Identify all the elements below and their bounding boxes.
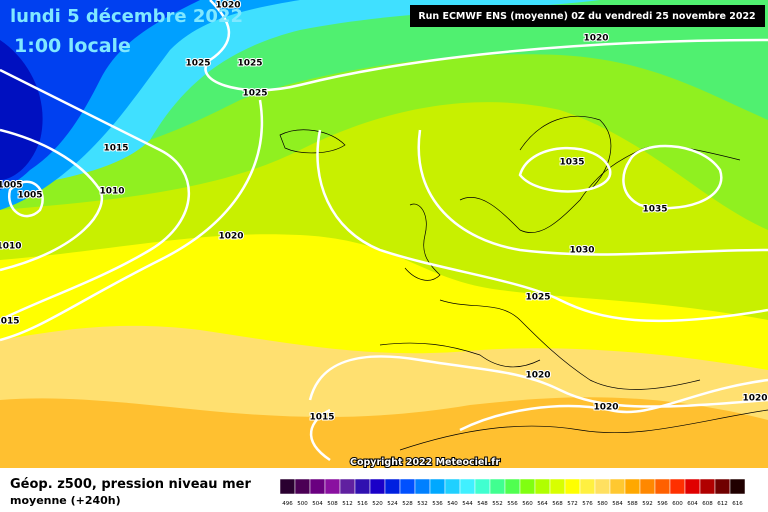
colorbar-swatch: [309, 478, 326, 495]
footer-subtitle: moyenne (+240h): [10, 494, 121, 507]
colorbar: 496 500 504 508 512 516 520 524 528 532 536 540 544 5…: [279, 478, 746, 507]
colorbar-label: 532: [417, 501, 428, 507]
colorbar-label: 604: [687, 501, 698, 507]
run-label: Run ECMWF ENS (moyenne) 0Z du vendredi 2…: [418, 11, 755, 22]
colorbar-swatch: [399, 478, 416, 495]
colorbar-label: 516: [357, 501, 368, 507]
colorbar-label: 572: [567, 501, 578, 507]
colorbar-swatch: [414, 478, 431, 495]
colorbar-label: 568: [552, 501, 563, 507]
isobar-label: 1005: [0, 181, 23, 191]
colorbar-swatch: [669, 478, 686, 495]
colorbar-swatch: [699, 478, 716, 495]
isobar-labels: 1020 1025 1025 1025 1015 1010 1005 1005 …: [0, 0, 768, 424]
colorbar-swatch: [294, 478, 311, 495]
isobar-label: 1005: [17, 191, 42, 201]
isobar-label: 1025: [237, 59, 262, 69]
isobar-label: 1020: [742, 394, 767, 404]
isobar-label: 1010: [99, 187, 124, 197]
footer-title: Géop. z500, pression niveau mer: [10, 477, 251, 492]
colorbar-swatch: [474, 478, 491, 495]
colorbar-label: 580: [597, 501, 608, 507]
colorbar-label: 508: [327, 501, 338, 507]
isobar-label: 1015: [309, 413, 334, 423]
isobar-label: 1020: [218, 232, 243, 242]
colorbar-swatch: [339, 478, 356, 495]
colorbar-label: 540: [447, 501, 458, 507]
isobar-label: 1020: [593, 403, 618, 413]
isobar-label: 1020: [525, 371, 550, 381]
colorbar-label: 548: [477, 501, 488, 507]
colorbar-label: 524: [387, 501, 398, 507]
colorbar-label: 600: [672, 501, 683, 507]
background-fields: [0, 0, 768, 468]
map-time: 1:00 locale: [14, 35, 131, 57]
colorbar-swatch: [639, 478, 656, 495]
colorbar-label: 504: [312, 501, 323, 507]
colorbar-label: 528: [402, 501, 413, 507]
colorbar-swatch: [429, 478, 446, 495]
isobar-label: 1025: [242, 89, 267, 99]
colorbar-label: 584: [612, 501, 623, 507]
colorbar-swatch: [489, 478, 506, 495]
colorbar-swatch: [354, 478, 371, 495]
colorbar-label: 608: [702, 501, 713, 507]
colorbar-swatch: [594, 478, 611, 495]
isobar-label: 1015: [0, 317, 20, 327]
colorbar-label: 564: [537, 501, 548, 507]
isobar-label: 1035: [559, 158, 584, 168]
colorbar-label: 576: [582, 501, 593, 507]
colorbar-swatch: [579, 478, 596, 495]
colorbar-swatch: [324, 478, 341, 495]
colorbar-swatch: [384, 478, 401, 495]
colorbar-label: 596: [657, 501, 668, 507]
isobar-label: 1020: [215, 1, 240, 11]
colorbar-label: 520: [372, 501, 383, 507]
isobar-label: 1025: [525, 293, 550, 303]
colorbar-label: 560: [522, 501, 533, 507]
isobar-lines: [0, 0, 768, 462]
colorbar-label: 496: [282, 501, 293, 507]
isobar-label: 1035: [642, 205, 667, 215]
colorbar-swatch: [729, 478, 746, 495]
colorbar-swatch: [609, 478, 626, 495]
colorbar-label: 500: [297, 501, 308, 507]
colorbar-swatch: [714, 478, 731, 495]
colorbar-label: 544: [462, 501, 473, 507]
colorbar-swatch: [444, 478, 461, 495]
colorbar-swatch: [624, 478, 641, 495]
colorbar-swatch: [684, 478, 701, 495]
colorbar-label: 556: [507, 501, 518, 507]
isobar-label: 1030: [569, 246, 594, 256]
colorbar-swatch: [549, 478, 566, 495]
colorbar-swatch: [369, 478, 386, 495]
colorbar-swatch: [279, 478, 296, 495]
map-date: lundi 5 décembre 2022: [10, 6, 243, 27]
colorbar-label: 588: [627, 501, 638, 507]
colorbar-swatch: [519, 478, 536, 495]
isobar-label: 1010: [0, 242, 22, 252]
colorbar-swatch: [534, 478, 551, 495]
run-banner: [410, 5, 765, 27]
isobar-label: 1020: [583, 34, 608, 44]
colorbar-swatch: [459, 478, 476, 495]
copyright: Copyright 2022 Meteociel.fr: [350, 457, 500, 468]
colorbar-label: 592: [642, 501, 653, 507]
colorbar-swatch: [504, 478, 521, 495]
isobar-label: 1015: [103, 144, 128, 154]
colorbar-label: 612: [717, 501, 728, 507]
colorbar-swatch: [654, 478, 671, 495]
colorbar-swatch: [564, 478, 581, 495]
colorbar-label: 552: [492, 501, 503, 507]
colorbar-label: 512: [342, 501, 353, 507]
isobar-label: 1025: [185, 59, 210, 69]
colorbar-label: 616: [732, 501, 743, 507]
colorbar-label: 536: [432, 501, 443, 507]
